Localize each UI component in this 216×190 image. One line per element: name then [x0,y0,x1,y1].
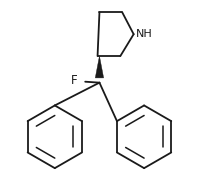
Text: NH: NH [136,29,153,39]
Text: F: F [71,74,78,87]
Polygon shape [95,56,104,78]
